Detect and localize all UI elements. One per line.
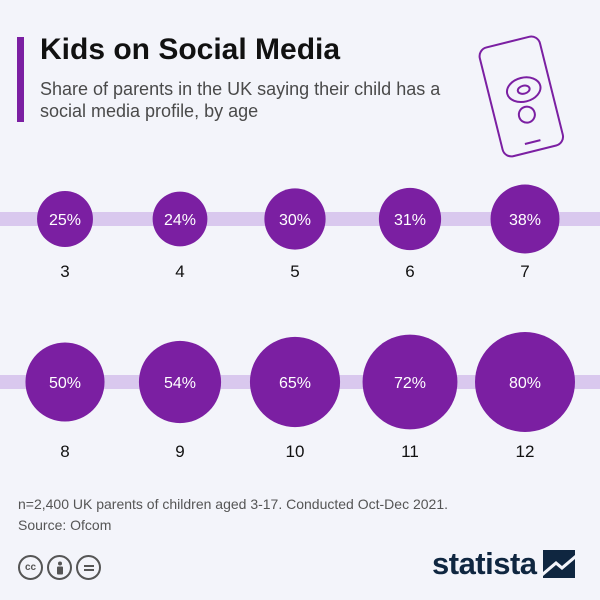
age-label: 10 xyxy=(286,442,305,461)
license-icons: cc xyxy=(18,555,101,580)
logo-text: statista xyxy=(432,546,537,581)
value-label: 25% xyxy=(49,212,81,229)
statista-logo[interactable]: statista xyxy=(432,546,575,582)
bubble-age-12[interactable] xyxy=(475,332,575,432)
value-label: 72% xyxy=(394,375,426,392)
bubble-age-9[interactable] xyxy=(138,340,222,424)
age-label: 4 xyxy=(175,262,184,281)
bubble-age-11[interactable] xyxy=(362,334,458,430)
bubble-age-5[interactable] xyxy=(264,188,326,250)
by-icon[interactable] xyxy=(47,555,72,580)
logo-mark-icon xyxy=(542,550,575,578)
title-accent-bar xyxy=(17,37,24,122)
age-label: 3 xyxy=(60,262,69,281)
bubble-age-10[interactable] xyxy=(249,336,341,428)
age-label: 9 xyxy=(175,442,184,461)
age-label: 11 xyxy=(401,442,419,461)
bubble-age-7[interactable] xyxy=(490,184,560,254)
age-label: 12 xyxy=(516,442,535,461)
bubble-age-8[interactable] xyxy=(25,342,105,422)
sample-note: n=2,400 UK parents of children aged 3-17… xyxy=(18,496,448,512)
bubble-chart: 25% 3 24% 4 30% 5 31% 6 38% 7 50% 8 54% 9 65% 10 72% 11 80… xyxy=(0,184,600,461)
chart-subtitle: Share of parents in the UK saying their … xyxy=(40,79,441,121)
age-label: 8 xyxy=(60,442,69,461)
age-label: 6 xyxy=(405,262,414,281)
value-label: 80% xyxy=(509,375,541,392)
value-label: 31% xyxy=(394,212,426,229)
value-label: 50% xyxy=(49,375,81,392)
cc-icon[interactable]: cc xyxy=(18,555,43,580)
value-label: 24% xyxy=(164,212,196,229)
age-label: 5 xyxy=(290,262,299,281)
source-note: Source: Ofcom xyxy=(18,517,112,533)
footnote: n=2,400 UK parents of children aged 3-17… xyxy=(18,494,578,536)
value-label: 54% xyxy=(164,375,196,392)
value-label: 65% xyxy=(279,375,311,392)
bubble-age-3[interactable] xyxy=(37,191,93,247)
bubble-age-4[interactable] xyxy=(152,191,208,247)
value-label: 38% xyxy=(509,212,541,229)
value-label: 30% xyxy=(279,212,311,229)
age-label: 7 xyxy=(520,262,529,281)
bubble-age-6[interactable] xyxy=(378,187,442,251)
chart-title: Kids on Social Media xyxy=(40,33,341,66)
phone-pacifier-icon xyxy=(478,35,565,158)
nd-icon[interactable] xyxy=(76,555,101,580)
